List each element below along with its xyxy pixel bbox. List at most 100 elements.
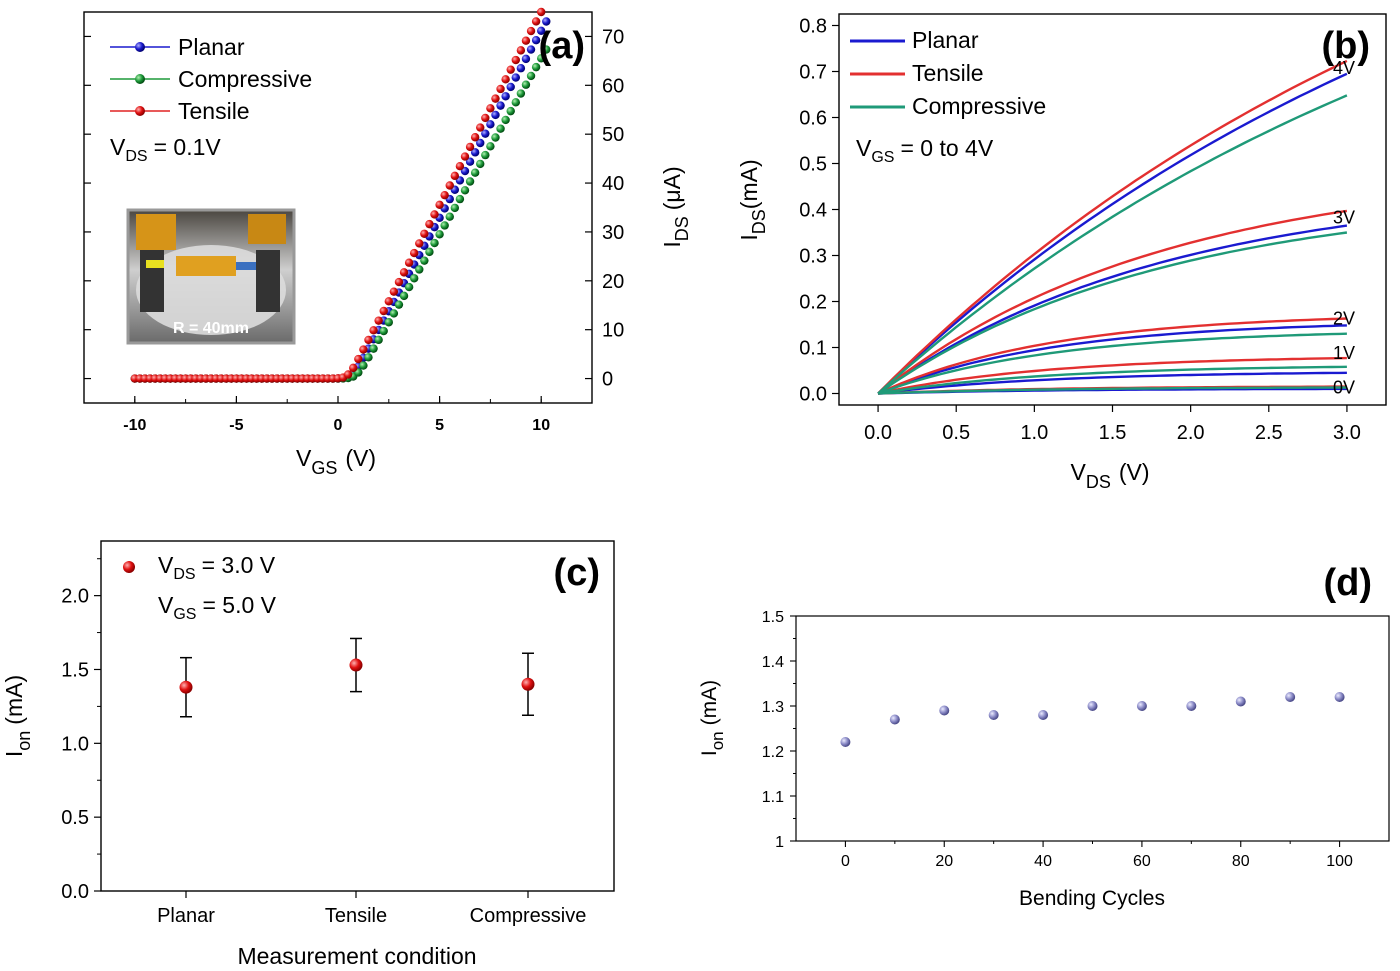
data-point <box>542 45 551 54</box>
panel-a: -10 -5 0 5 10 0 10 20 30 40 50 60 70 Planar Compres… <box>83 7 692 478</box>
data-point <box>470 168 480 177</box>
data-point <box>359 361 368 370</box>
x-tick-label: -10 <box>123 417 146 434</box>
data-point <box>491 94 500 103</box>
curve-label: 2V <box>1333 309 1355 329</box>
panel-b: 0.0 0.5 1.0 1.5 2.0 2.5 3.0 0.0 0.1 0.2 0.3 0.4 0.5… <box>736 13 1387 492</box>
y-tick-label: 1.5 <box>61 659 89 681</box>
panel-c-y-ticks: 0.0 0.5 1.0 1.5 2.0 <box>61 558 101 903</box>
y-tick-label: 50 <box>602 124 624 146</box>
data-point <box>420 256 429 265</box>
panel-c-legend-vds: VDS = 3.0 V <box>158 552 276 583</box>
curve-vgs-1 <box>877 371 1347 395</box>
data-point <box>404 282 414 292</box>
data-point <box>384 318 393 327</box>
data-point <box>450 171 460 181</box>
data-point <box>501 92 510 101</box>
y-tick-label: 70 <box>602 26 624 48</box>
curve-vgs-0 <box>878 386 1347 395</box>
series-compressive <box>877 94 1348 395</box>
y-tick-label: 10 <box>602 320 624 342</box>
data-point <box>1235 696 1246 707</box>
data-point <box>506 82 515 92</box>
curve-vgs-3 <box>877 231 1348 395</box>
data-point <box>1186 701 1197 711</box>
legend-marker-compressive <box>135 74 145 84</box>
data-point <box>470 133 480 142</box>
y-tick-label: 0.7 <box>799 62 827 84</box>
panel-d-label: (d) <box>1323 562 1372 604</box>
data-point <box>537 7 546 17</box>
data-point <box>537 54 546 63</box>
panel-a-y-axis-label: IDS(μA) <box>659 166 692 247</box>
data-point <box>410 248 419 258</box>
data-point <box>394 277 404 287</box>
data-point <box>374 316 383 325</box>
y-tick-label: 0.8 <box>799 16 827 38</box>
y-tick-label: 20 <box>602 271 624 293</box>
y-tick-label: 40 <box>602 173 624 195</box>
data-point <box>415 239 424 248</box>
curve-vgs-1 <box>877 365 1347 395</box>
y-tick-label: 0.3 <box>799 246 827 268</box>
x-tick-label: 0.0 <box>864 422 892 444</box>
data-point <box>364 353 373 362</box>
data-point <box>526 71 536 81</box>
y-tick-label: 0.1 <box>799 338 827 360</box>
data-point <box>526 26 536 36</box>
y-tick-label: 1 <box>775 834 784 851</box>
panel-b-curve-labels: 4V 3V 2V 1V 0V <box>1333 58 1355 398</box>
legend-label-tensile-b: Tensile <box>912 60 984 86</box>
data-point <box>379 306 388 316</box>
y-tick-label: 1.2 <box>762 744 784 761</box>
data-point <box>1087 701 1098 711</box>
data-point <box>506 106 515 116</box>
curve-vgs-2 <box>877 332 1347 395</box>
data-point <box>399 291 409 301</box>
x-tick-label: 40 <box>1034 853 1052 870</box>
series-tensile <box>130 7 546 383</box>
curve-vgs-2 <box>877 324 1347 395</box>
data-point <box>516 64 526 73</box>
panel-c-x-axis-label: Measurement condition <box>237 943 476 969</box>
y-tick-label: 0.0 <box>61 881 89 903</box>
panel-d-points <box>840 692 1345 747</box>
panel-b-series <box>877 59 1348 395</box>
data-point <box>501 115 510 125</box>
y-tick-label: 1.4 <box>762 654 784 671</box>
data-point <box>379 326 388 336</box>
curve-vgs-4 <box>877 72 1348 395</box>
data-point <box>430 210 439 219</box>
y-tick-label: 0.2 <box>799 292 827 314</box>
data-point <box>521 54 531 64</box>
data-point <box>359 345 368 354</box>
legend-marker-tensile <box>135 106 145 116</box>
legend-label-compressive-b: Compressive <box>912 93 1046 119</box>
x-tick-label: 1.5 <box>1099 422 1127 444</box>
x-tick-label: -5 <box>229 417 243 434</box>
x-tick-label: 0 <box>334 417 343 434</box>
data-point <box>465 142 475 152</box>
legend-label-tensile: Tensile <box>178 98 250 124</box>
panel-b-y-ticks: 0.0 0.1 0.2 0.3 0.4 0.5 0.6 0.7 0.8 <box>799 16 839 406</box>
data-point <box>840 737 851 747</box>
data-point-compressive <box>521 677 535 691</box>
data-point <box>394 300 404 309</box>
panel-a-label: (a) <box>539 25 585 67</box>
curve-label: 3V <box>1333 207 1355 227</box>
data-point <box>349 363 358 373</box>
curve-vgs-1 <box>877 356 1347 395</box>
legend-label-planar-b: Planar <box>912 27 979 53</box>
data-point <box>415 265 424 274</box>
y-tick-label: 1.1 <box>762 789 784 806</box>
data-point <box>939 705 950 716</box>
x-tick-label: 2.5 <box>1255 422 1283 444</box>
panel-a-x-ticks: -10 -5 0 5 10 <box>123 396 550 434</box>
panel-b-condition-annotation: VGS = 0 to 4V <box>856 135 994 166</box>
y-tick-label: 0.0 <box>799 384 827 406</box>
panel-d-x-axis-label: Bending Cycles <box>1019 887 1165 910</box>
legend-label-compressive: Compressive <box>178 66 312 92</box>
x-tick-label: 5 <box>435 417 444 434</box>
data-point <box>476 159 485 169</box>
data-point <box>526 45 536 54</box>
